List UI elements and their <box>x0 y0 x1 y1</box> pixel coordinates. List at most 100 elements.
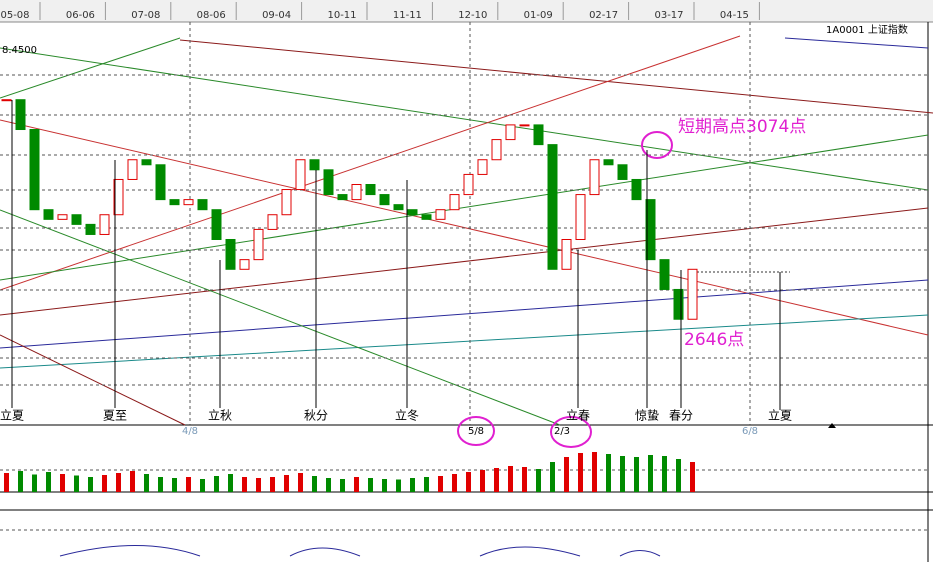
candle <box>323 169 334 196</box>
solar-term: 立夏 <box>0 408 24 423</box>
volume-bar <box>480 470 485 492</box>
annotation: 2646点 <box>684 330 744 350</box>
volume-bar <box>452 474 457 492</box>
candle <box>211 209 222 240</box>
volume-bar <box>690 462 695 492</box>
date-label: 02-17 <box>589 10 618 21</box>
volume-bar <box>46 472 51 492</box>
marker: 6/8 <box>742 426 758 437</box>
solar-term: 立冬 <box>395 408 419 423</box>
volume-bar <box>662 456 667 492</box>
candle <box>561 238 572 270</box>
candle <box>449 194 460 211</box>
volume-bar <box>326 478 331 492</box>
date-label: 10-11 <box>327 10 356 21</box>
volume-bar <box>298 473 303 492</box>
volume-bar <box>676 459 681 492</box>
volume-bar <box>284 475 289 492</box>
candle <box>533 124 544 146</box>
volume-bar <box>200 479 205 492</box>
volume-bar <box>144 474 149 492</box>
candle <box>519 124 530 127</box>
date-label: 03-17 <box>654 10 683 21</box>
candle <box>407 209 418 216</box>
solar-term: 立春 <box>566 408 590 423</box>
volume-bar <box>564 457 569 492</box>
volume-bar <box>74 475 79 492</box>
candle <box>645 199 656 261</box>
trend-lines <box>0 35 933 426</box>
candle <box>267 214 278 230</box>
candle <box>43 209 54 220</box>
symbol: 1A0001 上证指数 <box>826 23 908 36</box>
date-label: 11-11 <box>393 10 422 21</box>
candle <box>337 194 348 201</box>
candle <box>603 159 614 166</box>
volume-bar <box>242 477 247 492</box>
candle <box>197 199 208 211</box>
volume-bar <box>116 473 121 492</box>
marker: 4/8 <box>182 426 198 437</box>
date-label: 05-08 <box>0 10 29 21</box>
volume-bar <box>354 477 359 492</box>
highlight <box>550 416 592 448</box>
volume-bar <box>634 457 639 492</box>
solar-term: 夏至 <box>103 409 127 423</box>
candle <box>225 238 236 270</box>
volume-bar <box>4 473 9 492</box>
candle <box>29 129 40 211</box>
candle <box>435 209 446 220</box>
volume-bar <box>424 477 429 492</box>
volume-bar <box>382 479 387 492</box>
candle <box>113 178 124 216</box>
date-label: 01-09 <box>524 10 553 21</box>
solar-term: 立秋 <box>208 408 232 423</box>
volume-bar <box>508 466 513 492</box>
candle <box>575 194 586 240</box>
volume-bar <box>312 476 317 492</box>
date-label: 12-10 <box>458 10 487 21</box>
candle <box>393 204 404 211</box>
date-label: 06-06 <box>66 10 95 21</box>
volume-bar <box>410 478 415 492</box>
volume-bar <box>494 468 499 492</box>
candle <box>253 228 264 261</box>
volume-bar <box>648 455 653 492</box>
date-bar <box>0 0 933 22</box>
marker: 5/8 <box>468 426 484 437</box>
volume-bar <box>88 477 93 492</box>
solar-term: 立夏 <box>768 408 792 423</box>
candle <box>99 214 110 235</box>
candle <box>141 159 152 166</box>
candle <box>631 178 642 201</box>
volume-bar <box>536 469 541 492</box>
macd-line <box>59 545 661 557</box>
candle <box>239 259 250 270</box>
candle <box>659 259 670 290</box>
candle <box>169 199 180 206</box>
volume-bar <box>158 477 163 492</box>
candle <box>673 288 684 320</box>
volume-bar <box>592 452 597 492</box>
volume-bar <box>606 454 611 492</box>
date-label: 09-04 <box>262 10 291 21</box>
candle <box>71 214 82 225</box>
candle <box>491 139 502 161</box>
highlight <box>641 131 673 159</box>
volume-bar <box>102 475 107 492</box>
candle <box>477 159 488 175</box>
candle <box>155 164 166 201</box>
volume-bar <box>438 476 443 492</box>
volume-bar <box>396 479 401 492</box>
candle <box>351 184 362 201</box>
volume-bar <box>32 474 37 492</box>
date-label: 04-15 <box>720 10 749 21</box>
volume-bar <box>256 478 261 492</box>
candle <box>85 223 96 235</box>
candle <box>309 159 320 171</box>
candle <box>281 189 292 216</box>
grid <box>0 22 928 531</box>
volume-bar <box>130 471 135 492</box>
